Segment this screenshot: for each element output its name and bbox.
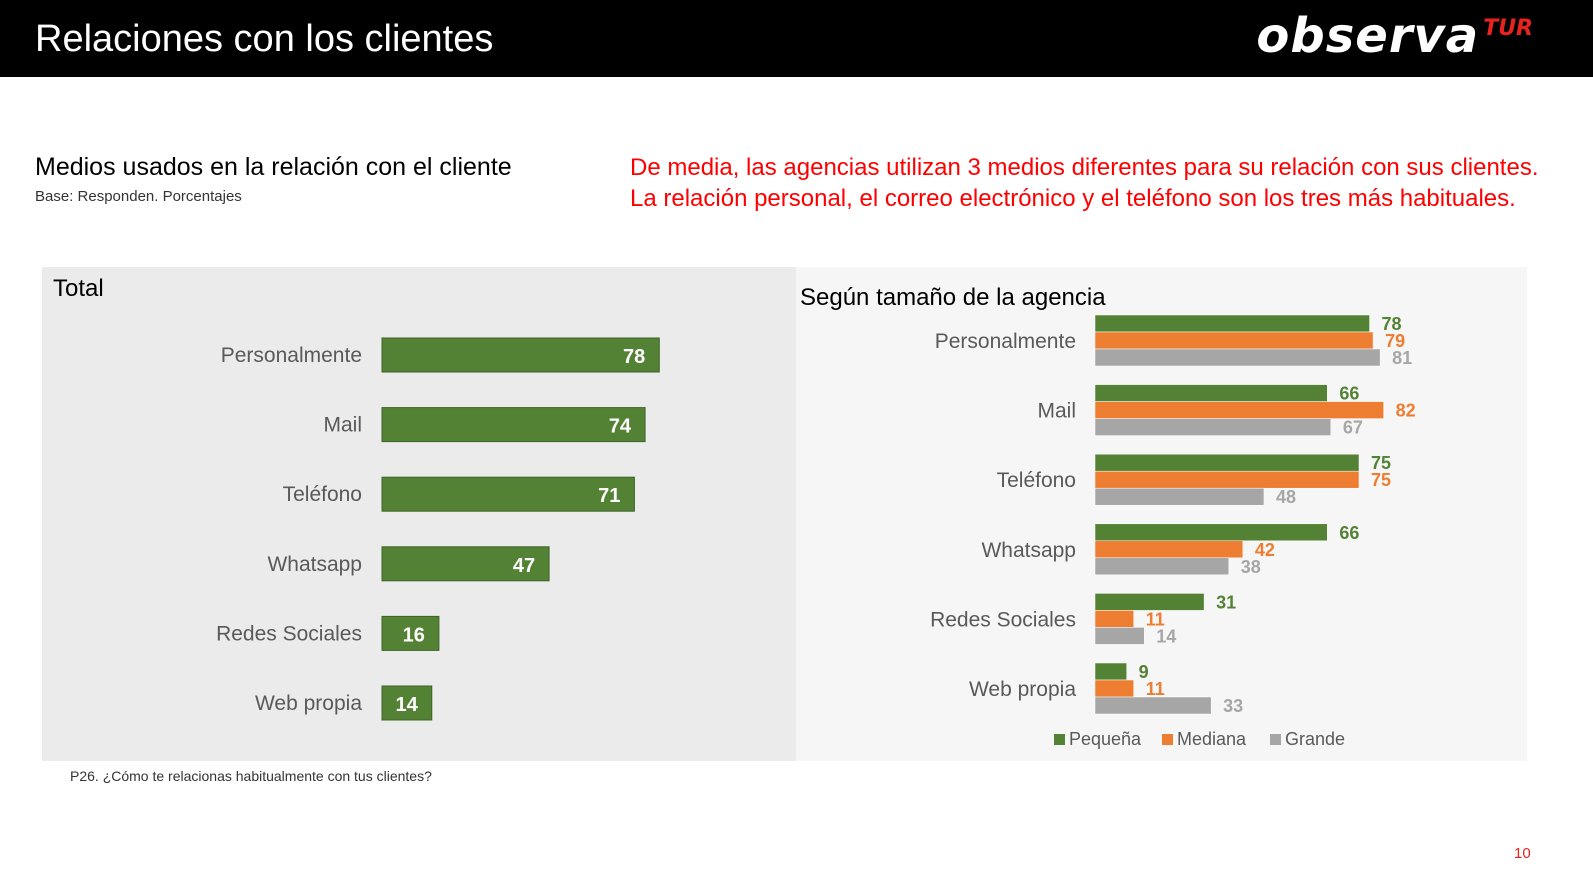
data-label-grande-mail: 67 — [1343, 418, 1363, 438]
bar-total-personalmente — [381, 337, 660, 373]
legend-label-mediana: Mediana — [1177, 729, 1247, 749]
category-label-mail: Mail — [1037, 400, 1076, 423]
bar-pequena-whatsapp — [1094, 523, 1328, 542]
header-bar: Relaciones con los clientes observa TUR — [0, 0, 1593, 77]
observatur-logo: observa TUR — [1256, 8, 1533, 68]
data-label-mediana-telefono: 75 — [1371, 470, 1391, 490]
key-finding-text: De media, las agencias utilizan 3 medios… — [630, 154, 1539, 212]
data-label-mediana-whatsapp: 42 — [1255, 540, 1275, 560]
bar-pequena-web-propia — [1094, 662, 1127, 681]
bar-grande-redes-sociales — [1094, 627, 1145, 645]
bar-grande-web-propia — [1094, 696, 1212, 715]
bar-mediana-web-propia — [1094, 679, 1134, 698]
bar-mediana-redes-sociales — [1094, 610, 1134, 628]
bar-pequena-personalmente — [1094, 314, 1370, 333]
data-label-mediana-mail: 82 — [1396, 401, 1416, 421]
category-label-mail: Mail — [323, 414, 362, 437]
bar-total-whatsapp — [381, 546, 550, 582]
data-label-pequena-whatsapp: 66 — [1339, 523, 1359, 543]
data-label-mediana-redes-sociales: 11 — [1146, 609, 1165, 629]
data-label-mediana-personalmente: 79 — [1385, 331, 1405, 351]
logo-text: observa — [1256, 8, 1480, 64]
bar-mediana-personalmente — [1094, 331, 1374, 350]
chart-subtitle: Medios usados en la relación con el clie… — [35, 153, 512, 181]
bar-total-telefono — [381, 476, 635, 512]
data-label-grande-telefono: 48 — [1276, 487, 1296, 507]
question-footnote: P26. ¿Cómo te relacionas habitualmente c… — [70, 768, 432, 784]
bar-mediana-whatsapp — [1094, 540, 1244, 559]
data-label-pequena-mail: 66 — [1339, 384, 1359, 404]
category-label-personalmente: Personalmente — [221, 344, 362, 367]
category-label-personalmente: Personalmente — [935, 330, 1076, 353]
bar-grande-telefono — [1094, 487, 1265, 506]
bar-pequena-redes-sociales — [1094, 593, 1205, 611]
data-label-pequena-personalmente: 78 — [1382, 314, 1402, 334]
category-label-whatsapp: Whatsapp — [267, 553, 362, 576]
bar-grande-whatsapp — [1094, 557, 1230, 576]
total-chart-title: Total — [53, 275, 104, 302]
category-label-whatsapp: Whatsapp — [981, 539, 1076, 562]
data-label-pequena-redes-sociales: 31 — [1216, 592, 1236, 612]
data-label-total-web-propia: 14 — [396, 694, 419, 716]
data-label-pequena-telefono: 75 — [1371, 453, 1391, 473]
bar-grande-mail — [1094, 418, 1332, 436]
bar-grande-personalmente — [1094, 348, 1381, 367]
legend-swatch-grande — [1270, 734, 1281, 745]
size-chart-title: Según tamaño de la agencia — [800, 284, 1106, 311]
bar-pequena-telefono — [1094, 453, 1360, 472]
category-label-redes-sociales: Redes Sociales — [930, 608, 1076, 631]
category-label-web-propia: Web propia — [255, 692, 362, 715]
total-chart-panel: Total Personalmente 78 Mail 74 Teléfono 71 Wha… — [42, 267, 796, 761]
category-label-telefono: Teléfono — [283, 483, 362, 506]
data-label-total-redes-sociales: 16 — [403, 624, 425, 646]
legend-label-pequena: Pequeña — [1069, 729, 1142, 749]
data-label-total-personalmente: 78 — [623, 346, 645, 368]
data-label-grande-redes-sociales: 14 — [1156, 626, 1176, 646]
category-label-web-propia: Web propia — [969, 678, 1076, 701]
data-label-total-mail: 74 — [609, 416, 632, 438]
size-chart-panel: Según tamaño de la agencia Personalmente… — [796, 267, 1527, 761]
data-label-total-whatsapp: 47 — [513, 555, 535, 577]
bar-total-web-propia — [381, 685, 433, 721]
bar-total-mail — [381, 407, 646, 443]
category-label-redes-sociales: Redes Sociales — [216, 622, 362, 645]
data-label-total-telefono: 71 — [598, 485, 620, 507]
page-title: Relaciones con los clientes — [35, 18, 494, 60]
category-label-telefono: Teléfono — [997, 469, 1076, 492]
bar-pequena-mail — [1094, 384, 1328, 402]
total-bar-chart: Personalmente 78 Mail 74 Teléfono 71 Whatsapp 4… — [216, 337, 660, 721]
legend-swatch-pequena — [1054, 734, 1065, 745]
data-label-pequena-web-propia: 9 — [1139, 662, 1149, 682]
data-label-grande-personalmente: 81 — [1392, 348, 1412, 368]
legend-swatch-mediana — [1162, 734, 1173, 745]
page-number: 10 — [1514, 845, 1531, 862]
data-label-mediana-web-propia: 11 — [1146, 679, 1165, 699]
bar-mediana-telefono — [1094, 470, 1360, 489]
data-label-grande-web-propia: 33 — [1223, 696, 1243, 716]
legend-label-grande: Grande — [1285, 729, 1345, 749]
data-label-grande-whatsapp: 38 — [1241, 557, 1261, 577]
bar-total-redes-sociales — [381, 615, 440, 651]
chart-base-note: Base: Responden. Porcentajes — [35, 188, 242, 205]
logo-suffix: TUR — [1483, 16, 1533, 41]
bar-mediana-mail — [1094, 401, 1384, 419]
